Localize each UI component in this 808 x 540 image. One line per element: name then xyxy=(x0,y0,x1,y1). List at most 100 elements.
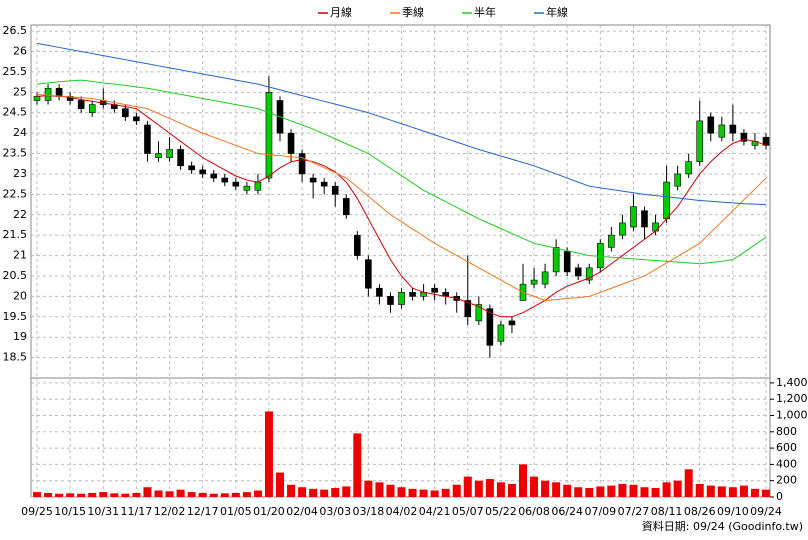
volume-bar xyxy=(496,482,505,497)
y-tick-label: 19.5 xyxy=(3,310,28,323)
volume-bar xyxy=(209,493,218,497)
candle-body xyxy=(33,96,41,101)
footer: 資料日期: 09/24 (Goodinfo.tw) xyxy=(642,519,803,533)
x-tick-label: 04/21 xyxy=(419,505,451,518)
volume-bar xyxy=(287,484,296,497)
volume-bar xyxy=(320,489,329,497)
candle-body xyxy=(585,267,593,281)
volume-bar xyxy=(176,489,185,497)
volume-bar xyxy=(298,487,307,497)
volume-bar xyxy=(353,433,362,497)
candle-body xyxy=(597,243,604,269)
x-tick-label: 07/09 xyxy=(584,505,616,518)
candle-body xyxy=(475,304,483,322)
x-tick-label: 11/17 xyxy=(121,505,153,518)
y-tick-label: 21.5 xyxy=(3,228,28,241)
candle-body xyxy=(199,169,206,175)
volume-bar xyxy=(88,492,97,497)
legend-label: 半年 xyxy=(474,5,496,19)
volume-bar xyxy=(231,492,240,497)
volume-bar xyxy=(66,493,75,497)
candle-body xyxy=(287,132,295,154)
candle-body xyxy=(497,324,505,342)
volume-bar xyxy=(651,488,660,497)
volume-bar xyxy=(121,493,130,497)
x-tick-label: 05/22 xyxy=(485,505,517,518)
y2-tick-label: 600 xyxy=(776,441,797,454)
y2-tick-label: 200 xyxy=(776,474,797,487)
candle-body xyxy=(166,149,173,158)
candle-body xyxy=(619,222,626,236)
candle-body xyxy=(707,116,715,134)
volume-bar xyxy=(441,488,450,497)
x-tick-label: 09/10 xyxy=(717,505,749,518)
volume-bar xyxy=(33,492,41,497)
volume-bar xyxy=(132,492,141,497)
candle-body xyxy=(541,271,549,285)
volume-bar xyxy=(728,487,737,497)
candle-body xyxy=(409,292,416,297)
candle-body xyxy=(232,181,240,187)
candle-body xyxy=(298,153,306,175)
candle-body xyxy=(486,308,494,346)
volume-bar xyxy=(44,492,53,497)
volume-bar xyxy=(541,480,550,497)
volume-bar xyxy=(242,492,251,497)
y-tick-label: 21 xyxy=(13,249,27,262)
x-tick-label: 06/24 xyxy=(551,505,583,518)
candle-body xyxy=(188,165,195,171)
candle-body xyxy=(674,173,681,187)
ma-line xyxy=(36,79,767,265)
candle-body xyxy=(265,92,273,179)
candle-body xyxy=(320,181,328,187)
volume-bar xyxy=(253,490,262,497)
x-tick-label: 07/27 xyxy=(618,505,650,518)
candle-body xyxy=(144,124,151,154)
candle-body xyxy=(508,320,516,326)
y-tick-label: 18.5 xyxy=(3,351,28,364)
volume-panel xyxy=(30,377,771,498)
volume-bar xyxy=(695,483,704,497)
volume-bar xyxy=(276,472,284,497)
candle-body xyxy=(464,300,472,318)
volume-bar xyxy=(717,486,726,497)
ma-line xyxy=(36,93,767,301)
volume-bar xyxy=(552,482,561,497)
x-tick-label: 01/05 xyxy=(220,505,252,518)
volume-bar xyxy=(430,490,439,497)
candle-body xyxy=(342,198,350,216)
volume-bar xyxy=(618,483,627,497)
volume-bar xyxy=(585,488,594,497)
volume-bar xyxy=(640,487,649,497)
y-tick-label: 20.5 xyxy=(3,269,28,282)
volume-bar xyxy=(507,483,516,497)
y-tick-label: 24.5 xyxy=(3,106,28,119)
volume-bar xyxy=(110,493,119,497)
candle-body xyxy=(530,279,538,285)
candle-body xyxy=(365,259,372,289)
legend-label: 年線 xyxy=(546,5,568,19)
volume-bar xyxy=(386,484,395,497)
volume-bar xyxy=(684,469,693,497)
volume-bar xyxy=(629,484,638,497)
volume-bar xyxy=(739,485,748,497)
candle-body xyxy=(696,120,704,163)
volume-bar xyxy=(596,486,605,497)
x-tick-label: 03/18 xyxy=(353,505,385,518)
candle-body xyxy=(88,104,96,114)
x-tick-label: 08/11 xyxy=(651,505,683,518)
y-tick-label: 23 xyxy=(13,167,27,180)
volume-bar xyxy=(673,480,682,497)
volume-bar xyxy=(143,487,152,497)
x-tick-label: 10/15 xyxy=(54,505,86,518)
y2-tick-label: 800 xyxy=(776,425,797,438)
y-tick-label: 22 xyxy=(13,208,27,221)
candle-body xyxy=(354,234,361,256)
volume-bar xyxy=(452,484,461,497)
candle-body xyxy=(431,287,438,293)
volume-bar xyxy=(607,485,616,497)
y2-tick-label: 1,400 xyxy=(776,376,808,389)
volume-bar xyxy=(375,482,384,497)
candle-body xyxy=(663,181,670,220)
legend-label: 月線 xyxy=(330,5,352,19)
